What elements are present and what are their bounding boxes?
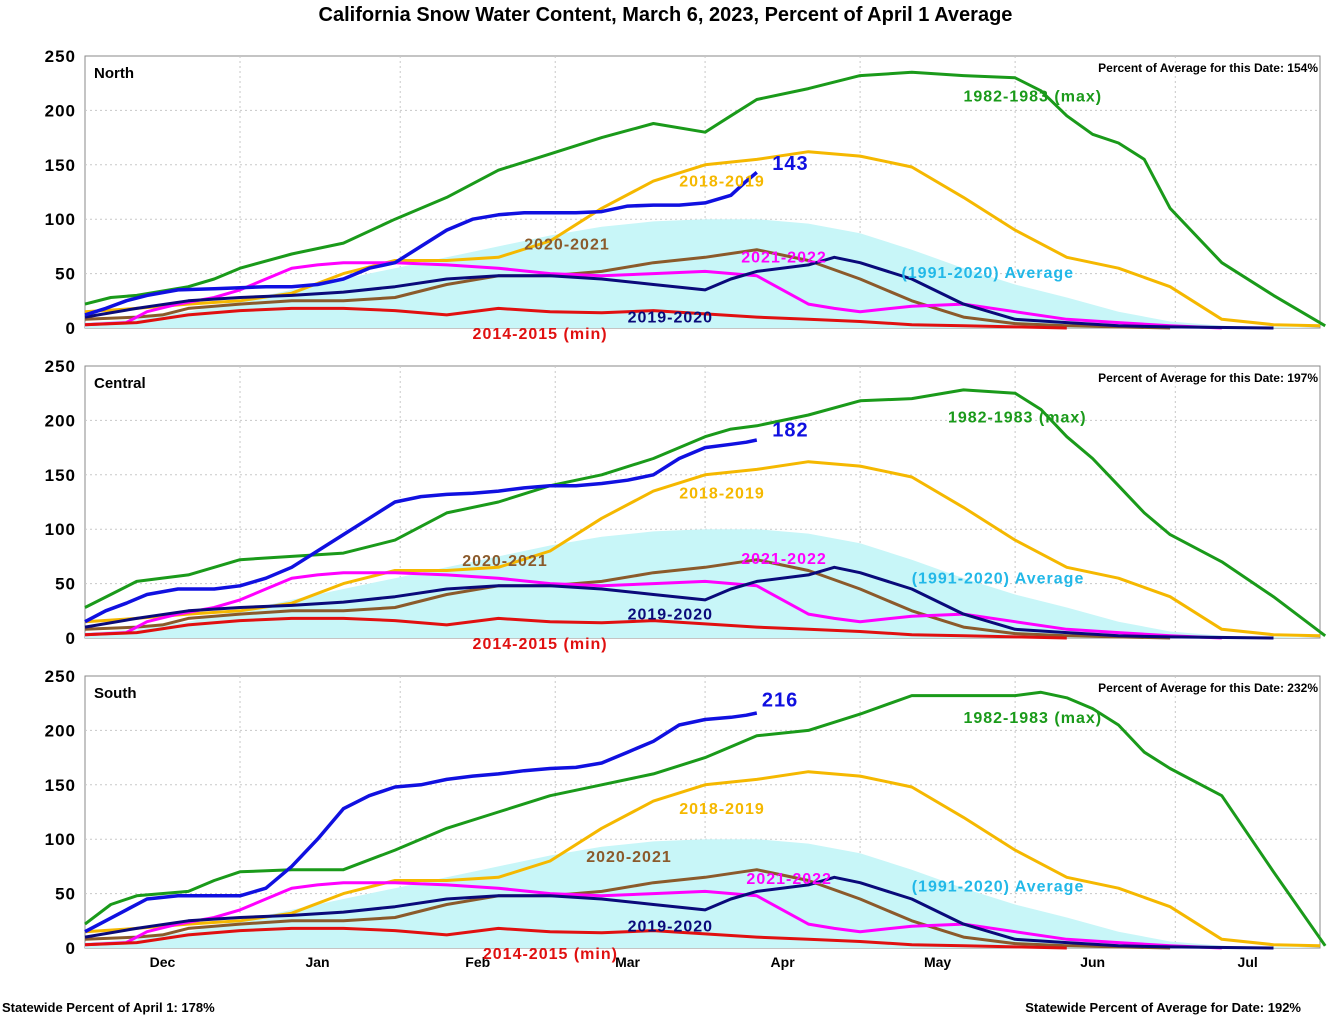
y-tick-label: 200 [45,101,76,120]
x-tick-label: May [924,954,951,970]
series-line-wy2020 [84,255,1274,330]
series-line-min [84,306,1067,330]
series-label-min: 2014-2015 (min) [473,636,608,653]
series-label-min: 2014-2015 (min) [483,946,618,963]
y-tick-label: 50 [55,575,76,594]
y-tick-label: 200 [45,721,76,740]
y-tick-label: 250 [45,357,76,376]
series-line-wy2020 [84,565,1274,640]
y-tick-label: 200 [45,411,76,430]
statewide-date-percent: Statewide Percent of Average for Date: 1… [1025,1000,1301,1015]
y-tick-label: 100 [45,520,76,539]
current-value-label: 182 [772,420,808,442]
region-label-north: North [94,65,134,82]
series-label-max: 1982-1983 (max) [948,410,1087,427]
y-tick-label: 250 [45,47,76,66]
series-area-average [85,839,1320,948]
series-label-average: (1991-2020) Average [901,265,1074,282]
series-label-max: 1982-1983 (max) [963,89,1102,106]
series-label-wy2019: 2018-2019 [679,174,765,191]
series-label-wy2021: 2020-2021 [462,553,548,570]
chart-title: California Snow Water Content, March 6, … [318,4,1013,26]
series-label-average: (1991-2020) Average [912,878,1085,895]
series-line-wy2021 [84,868,1171,950]
series-label-wy2022: 2021-2022 [746,871,832,888]
series-line-wy2020 [84,875,1274,950]
series-line-wy2022 [84,261,1222,330]
y-tick-label: 0 [66,319,76,338]
panel-south: 0 50 100 150 200 250 Dec Jan Feb Mar Apr May Jun Jul S… [45,667,1327,970]
statewide-april-1-percent: Statewide Percent of April 1: 178% [2,1000,215,1015]
series-area-average [85,529,1320,638]
series-label-average: (1991-2020) Average [912,571,1085,588]
y-tick-label: 250 [45,667,76,686]
percent-of-average-note: Percent of Average for this Date: 232% [1098,681,1318,695]
y-tick-label: 150 [45,776,76,795]
series-label-wy2022: 2021-2022 [741,250,827,267]
x-tick-label: Jul [1238,954,1258,970]
series-label-wy2020: 2019-2020 [628,310,714,327]
current-value-label: 143 [772,153,808,175]
panel-central: 0 50 100 150 200 250 Central Percent of Average… [45,357,1327,653]
y-tick-label: 100 [45,210,76,229]
series-line-wy2022 [84,571,1222,640]
series-label-wy2019: 2018-2019 [679,486,765,503]
series-line-max [84,690,1327,947]
current-value-label: 216 [762,689,798,711]
x-tick-label: Jun [1080,954,1105,970]
series-line-min [84,926,1067,950]
series-line-max [84,70,1326,328]
series-line-wy2023 [84,711,758,934]
y-tick-label: 0 [66,939,76,958]
y-tick-label: 0 [66,629,76,648]
x-tick-label: Dec [150,954,176,970]
series-line-wy2021 [84,558,1171,640]
series-label-wy2021: 2020-2021 [524,237,610,254]
y-tick-label: 150 [45,466,76,485]
y-tick-label: 50 [55,885,76,904]
series-line-wy2021 [84,248,1171,330]
region-label-south: South [94,685,137,702]
series-label-wy2019: 2018-2019 [679,801,765,818]
series-line-wy2023 [84,438,758,624]
y-tick-label: 100 [45,830,76,849]
y-tick-label: 50 [55,265,76,284]
series-line-wy2019 [84,770,1321,948]
x-tick-label: Apr [771,954,796,970]
series-label-min: 2014-2015 (min) [473,326,608,343]
series-line-wy2019 [84,150,1321,328]
y-tick-label: 150 [45,156,76,175]
region-label-central: Central [94,375,146,392]
x-tick-label: Jan [305,954,329,970]
series-line-min [84,616,1067,640]
series-line-max [84,388,1327,637]
series-label-wy2020: 2019-2020 [628,607,714,624]
series-label-wy2020: 2019-2020 [628,919,714,936]
series-label-wy2022: 2021-2022 [741,551,827,568]
percent-of-average-note: Percent of Average for this Date: 197% [1098,371,1318,385]
series-line-wy2022 [84,881,1222,950]
series-line-wy2023 [84,171,758,317]
panel-north: 0 50 100 150 200 250 North Percent of Average f… [45,47,1326,343]
series-label-max: 1982-1983 (max) [963,710,1102,727]
percent-of-average-note: Percent of Average for this Date: 154% [1098,61,1318,75]
series-area-average [85,219,1320,328]
series-line-wy2019 [84,460,1321,638]
series-label-wy2021: 2020-2021 [586,849,672,866]
x-tick-label: Feb [465,954,490,970]
x-tick-label: Mar [615,954,640,970]
